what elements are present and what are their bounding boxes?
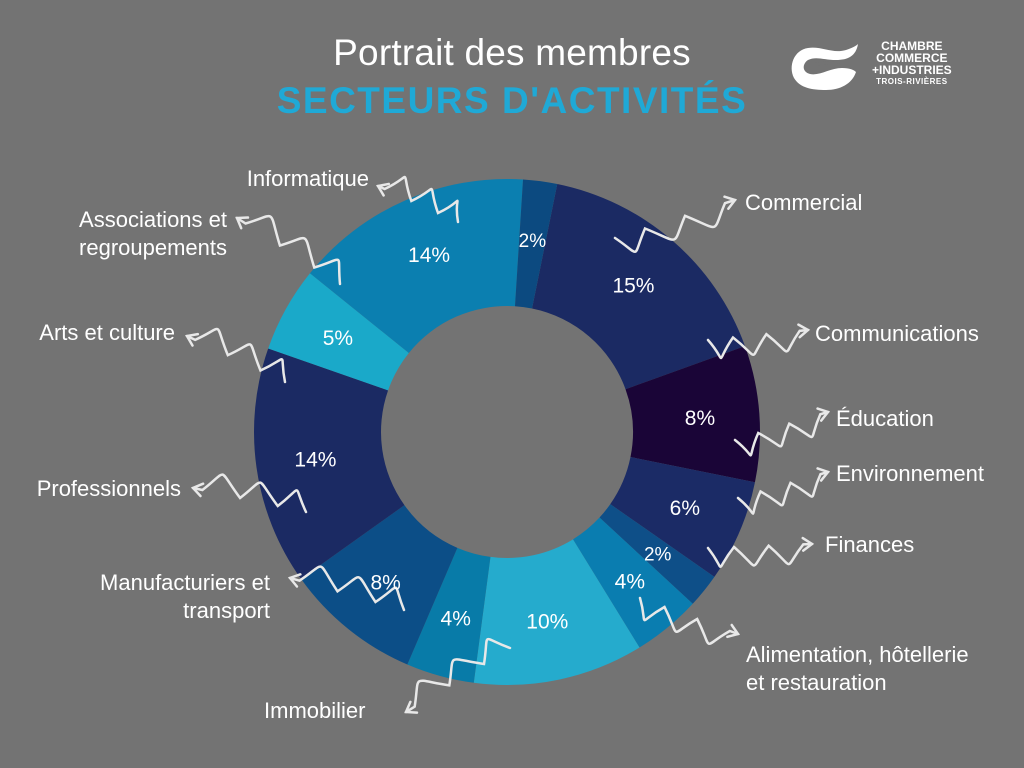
- category-label-informatique: Informatique: [247, 166, 369, 191]
- arrowhead-icon: [723, 195, 738, 210]
- curly-arrow-communications: [706, 328, 810, 360]
- data-label-finances: 4%: [615, 571, 645, 594]
- page-subtitle: SECTEURS D'ACTIVITÉS: [276, 80, 748, 121]
- arrowhead-icon: [816, 407, 831, 422]
- arrowhead-icon: [404, 700, 419, 714]
- slice-arts-et-culture: [268, 273, 409, 391]
- slice-education: [610, 457, 755, 577]
- category-label-communications: Communications: [815, 321, 979, 346]
- arrowhead-icon: [726, 623, 741, 639]
- arrowhead-icon: [185, 332, 200, 347]
- slice-manufacturiers-et-transport: [301, 505, 458, 665]
- data-label-immobilier: 4%: [441, 608, 471, 631]
- arrowhead-icon: [816, 467, 831, 482]
- curly-arrow-alimentation-hotellerie-et-restauration: [638, 596, 740, 645]
- slice-environnement: [599, 504, 715, 604]
- arrowhead-icon: [235, 216, 250, 230]
- data-label-arts-et-culture: 5%: [323, 327, 353, 350]
- slice-finances: [572, 517, 693, 648]
- curly-arrow-professionnels: [191, 473, 308, 514]
- category-label-professionnels: Professionnels: [37, 476, 181, 501]
- arrowhead-icon: [376, 182, 391, 197]
- data-label-communications: 8%: [685, 407, 715, 430]
- category-label-commercial: Commercial: [745, 190, 862, 215]
- slice-communications: [625, 346, 760, 483]
- curly-arrow-associations-et-regroupements: [235, 214, 342, 286]
- curly-arrow-arts-et-culture: [185, 327, 287, 384]
- page-title: Portrait des membres: [333, 32, 691, 73]
- logo-line-4: TROIS-RIVIÈRES: [876, 77, 948, 86]
- category-label-manufacturiers-et-transport: Manufacturiers et transport: [100, 570, 270, 623]
- slice-informatique: [514, 179, 558, 309]
- data-label-manufacturiers-et-transport: 8%: [370, 572, 400, 595]
- data-label-environnement: 2%: [644, 544, 672, 565]
- category-label-environnement: Environnement: [836, 461, 984, 486]
- category-label-alimentation-hotellerie-et-restauration: Alimentation, hôtellerie et restauration: [746, 642, 969, 695]
- curly-arrow-manufacturiers-et-transport: [288, 565, 406, 612]
- arrowhead-icon: [801, 536, 815, 552]
- data-label-associations-et-regroupements: 14%: [408, 244, 450, 267]
- data-label-professionnels: 14%: [294, 448, 336, 471]
- data-label-informatique: 2%: [519, 231, 547, 252]
- data-label-alimentation-hotellerie-et-restauration: 10%: [526, 610, 568, 633]
- arrowhead-icon: [287, 573, 302, 588]
- slice-commercial: [532, 184, 745, 390]
- logo: CHAMBRE COMMERCE +INDUSTRIES TROIS-RIVIÈ…: [786, 36, 996, 96]
- logo-line-1: CHAMBRE: [881, 39, 943, 53]
- logo-line-3: +INDUSTRIES: [872, 63, 952, 77]
- slice-immobilier: [407, 547, 491, 683]
- category-label-arts-et-culture: Arts et culture: [39, 320, 175, 345]
- slice-alimentation-hotellerie-et-restauration: [473, 539, 640, 685]
- logo-line-2: COMMERCE: [876, 51, 948, 65]
- category-label-finances: Finances: [825, 532, 914, 557]
- curly-arrow-informatique: [376, 175, 460, 224]
- curly-arrow-commercial: [613, 198, 737, 254]
- slice-professionnels: [254, 348, 405, 579]
- arrowhead-icon: [190, 482, 205, 498]
- curly-arrow-education: [733, 410, 830, 457]
- curly-arrow-finances: [706, 542, 814, 568]
- data-label-education: 6%: [670, 497, 700, 520]
- category-label-associations-et-regroupements: Associations et regroupements: [79, 207, 227, 260]
- curly-arrow-immobilier: [404, 637, 512, 714]
- category-label-immobilier: Immobilier: [264, 698, 365, 723]
- arrowhead-icon: [797, 323, 811, 339]
- logo-icon: [791, 44, 858, 90]
- data-label-commercial: 15%: [612, 275, 654, 298]
- category-label-education: Éducation: [836, 406, 934, 431]
- logo-wordmark: CHAMBRE COMMERCE +INDUSTRIES TROIS-RIVIÈ…: [872, 40, 952, 88]
- curly-arrow-environnement: [736, 470, 830, 515]
- slice-associations-et-regroupements: [309, 178, 524, 353]
